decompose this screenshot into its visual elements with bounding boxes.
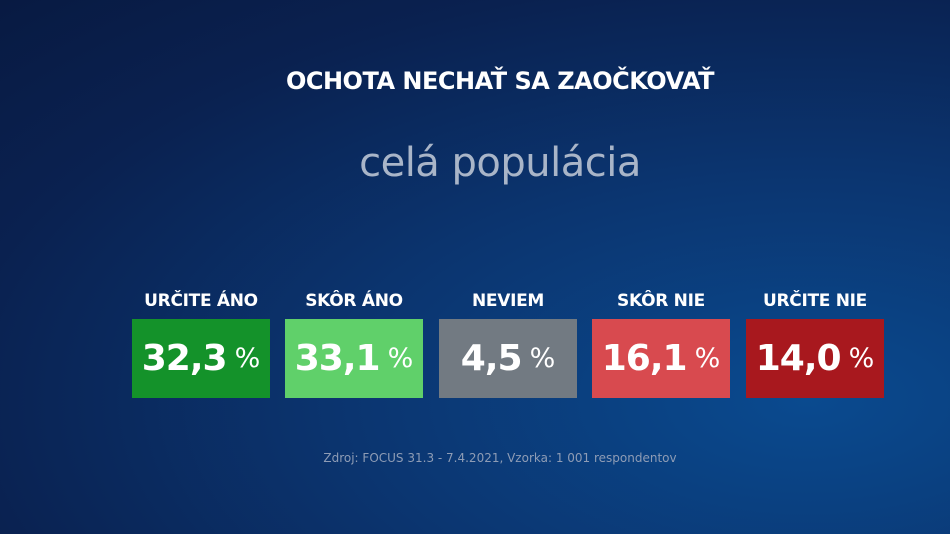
percent-sign: % bbox=[529, 343, 556, 374]
source-note: Zdroj: FOCUS 31.3 - 7.4.2021, Vzorka: 1 … bbox=[323, 451, 677, 465]
percent-sign: % bbox=[848, 343, 875, 374]
category-label: SKÔR ÁNO bbox=[305, 291, 403, 311]
category-label: SKÔR NIE bbox=[617, 291, 705, 311]
category-label: URČITE NIE bbox=[763, 291, 867, 311]
category-label: NEVIEM bbox=[471, 291, 545, 311]
value-label: 32,3 bbox=[141, 338, 228, 379]
value-label: 16,1 bbox=[601, 338, 688, 379]
value-box: 14,0 % bbox=[746, 319, 884, 398]
value-label: 4,5 bbox=[460, 338, 523, 379]
value-label: 14,0 bbox=[755, 338, 842, 379]
value-label: 33,1 bbox=[294, 338, 381, 379]
chart-subtitle: celá populácia bbox=[359, 140, 641, 186]
percent-sign: % bbox=[387, 343, 414, 374]
result-card-urcite-nie: URČITE NIE 14,0 % bbox=[746, 289, 884, 398]
percent-sign: % bbox=[694, 343, 721, 374]
result-card-skor-ano: SKÔR ÁNO 33,1 % bbox=[285, 289, 423, 398]
percent-sign: % bbox=[234, 343, 261, 374]
result-card-skor-nie: SKÔR NIE 16,1 % bbox=[592, 289, 730, 398]
value-box: 4,5 % bbox=[439, 319, 577, 398]
value-box: 16,1 % bbox=[592, 319, 730, 398]
chart-title: OCHOTA NECHAŤ SA ZAOČKOVAŤ bbox=[285, 67, 715, 95]
category-label: URČITE ÁNO bbox=[144, 291, 258, 311]
value-box: 33,1 % bbox=[285, 319, 423, 398]
result-card-urcite-ano: URČITE ÁNO 32,3 % bbox=[132, 289, 270, 398]
result-card-neviem: NEVIEM 4,5 % bbox=[439, 289, 577, 398]
value-box: 32,3 % bbox=[132, 319, 270, 398]
